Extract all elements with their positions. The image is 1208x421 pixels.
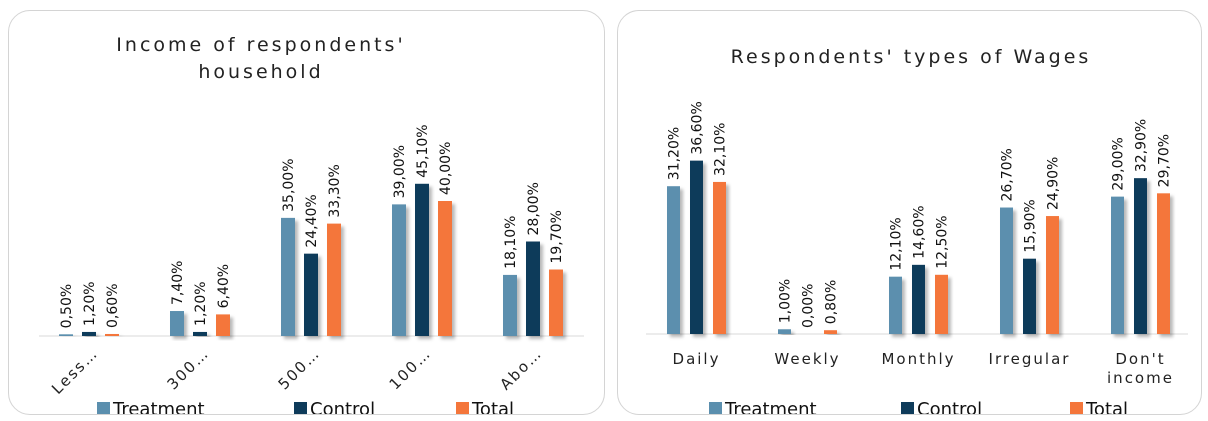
bar-control-0: [690, 160, 703, 334]
legend-label-total: Total: [1085, 399, 1128, 415]
category-label-1: 300…: [164, 344, 213, 393]
bar-control-2: [912, 264, 925, 334]
chart-panel-income: Income of respondents' household 0,50% 1,20…: [8, 10, 605, 415]
bar-total-0: [713, 181, 726, 334]
data-label-total-0: 32,10%: [713, 123, 729, 176]
bar-total-2: [935, 274, 948, 334]
bar-treatment-0: [59, 334, 73, 336]
bar-total-1: [216, 314, 230, 336]
bar-treatment-0: [667, 186, 680, 334]
bar-control-0: [82, 331, 96, 336]
bar-total-3: [1046, 216, 1059, 334]
bar-treatment-1: [170, 311, 184, 336]
bar-control-4: [1134, 178, 1147, 334]
category-label-0: Daily: [673, 350, 721, 368]
data-label-control-2: 14,60%: [912, 205, 928, 258]
legend-swatch-control: [901, 402, 914, 414]
data-label-total-4: 29,70%: [1157, 134, 1173, 187]
bar-treatment-3: [392, 204, 406, 336]
data-label-total-2: 12,50%: [935, 215, 951, 268]
chart-panel-wages: Respondents' types of Wages 31,20% 36,60% 3…: [617, 10, 1202, 415]
data-label-control-3: 15,90%: [1023, 199, 1039, 252]
data-label-total-1: 6,40%: [216, 264, 232, 308]
chart-title: Income of respondents' household: [116, 34, 405, 83]
bar-treatment-2: [281, 217, 295, 336]
category-label-4: Don't income: [1107, 350, 1174, 387]
category-label-0: Less…: [48, 344, 102, 398]
data-label-treatment-1: 1,00%: [778, 279, 794, 323]
data-label-treatment-4: 18,10%: [503, 216, 519, 269]
bar-control-3: [1023, 258, 1036, 334]
bar-control-4: [526, 241, 540, 336]
category-label-2: 500…: [275, 344, 324, 393]
data-label-control-0: 36,60%: [690, 101, 706, 154]
legend-label-treatment: Treatment: [112, 399, 205, 415]
data-label-total-3: 40,00%: [438, 142, 454, 195]
legend-swatch-treatment: [709, 402, 722, 414]
data-label-treatment-4: 29,00%: [1111, 137, 1127, 190]
data-label-treatment-2: 12,10%: [889, 217, 905, 270]
bar-treatment-3: [1000, 207, 1013, 334]
wages-chart: Respondents' types of Wages 31,20% 36,60% 3…: [646, 46, 1188, 415]
category-label-1: Weekly: [774, 350, 840, 368]
bar-control-1: [193, 331, 207, 336]
bar-treatment-2: [889, 276, 902, 334]
data-label-treatment-1: 7,40%: [170, 261, 186, 305]
data-label-control-0: 1,20%: [82, 281, 98, 325]
legend-label-total: Total: [471, 399, 514, 415]
category-label-3: Irregular: [989, 350, 1071, 368]
data-label-treatment-3: 26,70%: [1000, 148, 1016, 201]
bar-treatment-4: [503, 274, 517, 336]
data-label-total-3: 24,90%: [1046, 157, 1062, 210]
data-label-control-1: 1,20%: [193, 281, 209, 325]
data-label-treatment-0: 31,20%: [667, 127, 683, 180]
category-label-3: 100…: [386, 344, 435, 393]
bar-control-3: [415, 183, 429, 336]
legend-label-control: Control: [917, 399, 982, 415]
legend-label-control: Control: [310, 399, 375, 415]
bar-treatment-4: [1111, 196, 1124, 334]
category-label-2: Monthly: [881, 350, 955, 368]
data-label-treatment-0: 0,50%: [59, 284, 75, 328]
income-chart: Income of respondents' household 0,50% 1,20…: [39, 34, 584, 415]
data-label-total-0: 0,60%: [105, 283, 121, 327]
category-label-4: Abo…: [496, 344, 545, 393]
legend-swatch-treatment: [97, 402, 110, 414]
legend-swatch-total: [456, 402, 469, 414]
bar-control-2: [304, 253, 318, 336]
legend-swatch-control: [294, 402, 307, 414]
legend-swatch-total: [1070, 402, 1083, 414]
data-label-treatment-2: 35,00%: [281, 158, 297, 211]
data-label-control-2: 24,40%: [304, 194, 320, 247]
data-label-control-3: 45,10%: [415, 124, 431, 177]
data-label-control-1: 0,00%: [801, 284, 817, 328]
bar-treatment-1: [778, 329, 791, 334]
data-label-control-4: 32,90%: [1134, 119, 1150, 172]
bar-total-0: [105, 333, 119, 336]
bar-total-3: [438, 201, 452, 336]
data-label-total-1: 0,80%: [824, 280, 840, 324]
legend-label-treatment: Treatment: [724, 399, 817, 415]
chart-title: Respondents' types of Wages: [731, 46, 1092, 68]
data-label-total-2: 33,30%: [327, 164, 343, 217]
bar-total-4: [1157, 193, 1170, 334]
data-label-total-4: 19,70%: [549, 210, 565, 263]
data-label-treatment-3: 39,00%: [392, 145, 408, 198]
bar-total-2: [327, 223, 341, 336]
bar-total-4: [549, 269, 563, 336]
bar-total-1: [824, 330, 837, 334]
data-label-control-4: 28,00%: [526, 182, 542, 235]
